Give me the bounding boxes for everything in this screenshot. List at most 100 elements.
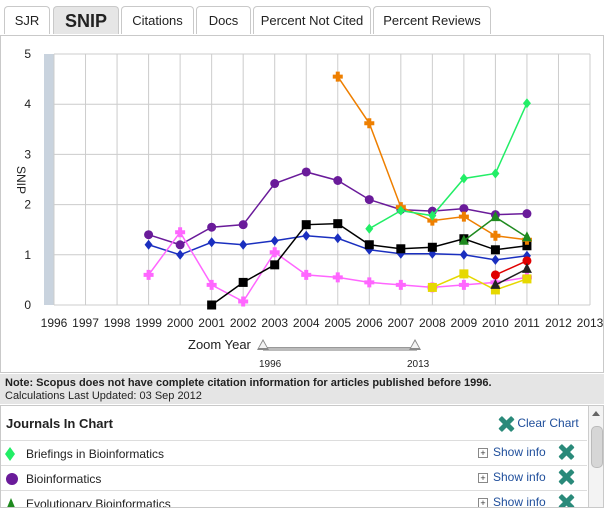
data-point	[490, 231, 500, 241]
data-point	[365, 224, 373, 234]
data-point	[459, 212, 469, 222]
zoom-slider-track[interactable]	[263, 347, 417, 351]
journal-row: Bioinformatics + Show info	[1, 465, 587, 491]
x-tick-label: 1997	[72, 316, 99, 330]
tab-docs[interactable]: Docs	[196, 6, 251, 34]
x-tick-label: 1999	[135, 316, 162, 330]
data-point	[302, 167, 311, 176]
note-text: Note: Scopus does not have complete cita…	[5, 377, 492, 389]
scroll-thumb[interactable]	[591, 426, 603, 468]
journal-name: Evolutionary Bioinformatics	[26, 497, 171, 508]
tab-percent-not-cited[interactable]: Percent Not Cited	[253, 6, 371, 34]
metric-tabs: SJR SNIP Citations Docs Percent Not Cite…	[4, 6, 604, 36]
data-point	[396, 280, 406, 290]
data-point	[333, 176, 342, 185]
data-point	[302, 231, 310, 241]
journal-row: Briefings in Bioinformatics + Show info	[1, 440, 587, 466]
y-tick-label: 3	[24, 147, 31, 161]
show-info-link[interactable]: + Show info	[478, 445, 546, 459]
remove-journal-icon[interactable]	[558, 469, 574, 485]
x-tick-label: 2008	[419, 316, 446, 330]
data-point	[301, 270, 311, 280]
data-point	[271, 236, 279, 246]
x-tick-label: 2006	[356, 316, 383, 330]
show-info-label: Show info	[493, 470, 546, 484]
data-point	[144, 230, 153, 239]
zoom-slider[interactable]	[263, 345, 417, 351]
data-point	[365, 195, 374, 204]
x-tick-label: 1996	[41, 316, 68, 330]
data-point	[459, 269, 468, 278]
data-point	[207, 223, 216, 232]
diamond-marker-icon	[5, 447, 19, 464]
tab-citations[interactable]: Citations	[121, 6, 194, 34]
x-tick-label: 2010	[482, 316, 509, 330]
data-point	[302, 220, 311, 229]
data-point	[239, 278, 248, 287]
clear-chart-button[interactable]: Clear Chart	[498, 416, 579, 432]
zoom-end-handle[interactable]	[409, 339, 421, 350]
data-point	[522, 231, 532, 241]
data-point	[207, 301, 216, 310]
data-point	[460, 250, 468, 260]
last-updated: Calculations Last Updated: 03 Sep 2012	[5, 390, 202, 402]
panel-scrollbar[interactable]	[588, 406, 604, 507]
y-tick-label: 4	[24, 97, 31, 111]
scroll-up-arrow-icon[interactable]	[592, 411, 600, 416]
y-axis-label: SNIP	[14, 166, 28, 194]
zoom-start-handle[interactable]	[257, 339, 269, 350]
x-tick-label: 2001	[198, 316, 225, 330]
y-tick-label: 2	[24, 198, 31, 212]
tab-sjr[interactable]: SJR	[4, 6, 50, 34]
data-point	[428, 243, 437, 252]
y-axis-band	[44, 54, 54, 305]
data-point	[523, 98, 531, 108]
x-tick-label: 2011	[514, 316, 540, 330]
remove-icon	[498, 416, 514, 432]
x-tick-label: 2000	[167, 316, 194, 330]
coverage-note: Note: Scopus does not have complete cita…	[0, 374, 604, 404]
data-point	[270, 260, 279, 269]
data-point	[333, 272, 343, 282]
tab-snip[interactable]: SNIP	[53, 6, 119, 34]
data-point	[491, 168, 499, 178]
triangle-marker-icon	[5, 497, 19, 508]
journals-panel: Journals In Chart Clear Chart Briefings …	[0, 405, 604, 508]
show-info-label: Show info	[493, 495, 546, 508]
journal-row: Evolutionary Bioinformatics + Show info	[1, 490, 587, 508]
data-point	[145, 240, 153, 250]
remove-journal-icon[interactable]	[558, 494, 574, 508]
data-point	[459, 280, 469, 290]
x-tick-label: 2002	[230, 316, 257, 330]
x-tick-label: 2007	[387, 316, 414, 330]
data-point	[491, 270, 500, 279]
journal-name: Bioinformatics	[26, 472, 101, 486]
circle-marker-icon	[5, 472, 19, 489]
data-point	[239, 220, 248, 229]
x-tick-label: 2012	[545, 316, 572, 330]
data-point	[333, 219, 342, 228]
x-tick-label: 2013	[577, 316, 604, 330]
x-tick-label: 2004	[293, 316, 320, 330]
data-point	[491, 255, 499, 265]
data-point	[522, 274, 531, 283]
show-info-link[interactable]: + Show info	[478, 495, 546, 508]
remove-journal-icon[interactable]	[558, 444, 574, 460]
journal-name: Briefings in Bioinformatics	[26, 447, 164, 461]
data-point	[207, 280, 217, 290]
data-point	[270, 179, 279, 188]
tab-percent-reviews[interactable]: Percent Reviews	[373, 6, 491, 34]
x-tick-label: 2009	[451, 316, 478, 330]
expand-icon: +	[478, 473, 488, 483]
data-point	[364, 277, 374, 287]
expand-icon: +	[478, 498, 488, 508]
show-info-link[interactable]: + Show info	[478, 470, 546, 484]
snip-chart: 0 1 2 3 4 5 1996 1997 1998 1999 2000 2001 2002 2003 20…	[0, 40, 604, 330]
data-point	[365, 240, 374, 249]
data-point	[428, 283, 437, 292]
data-point	[333, 72, 343, 82]
data-point	[334, 233, 342, 243]
data-point	[176, 250, 184, 260]
x-tick-label: 2003	[261, 316, 288, 330]
y-tick-label: 5	[24, 47, 31, 61]
